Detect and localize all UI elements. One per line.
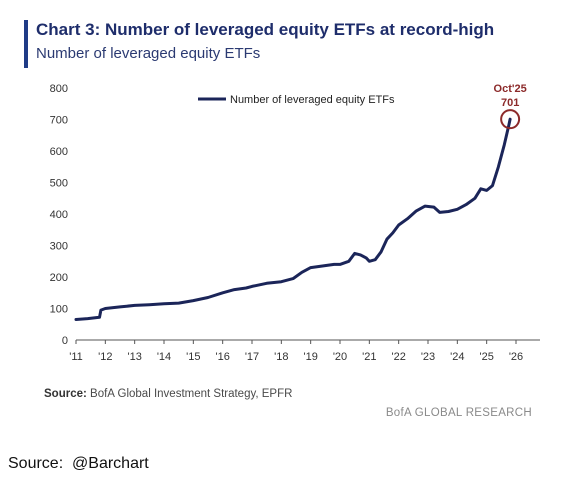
title-accent-bar <box>24 20 28 68</box>
source-label: Source: <box>44 388 87 400</box>
source-note: Source: BofA Global Investment Strategy,… <box>44 388 292 400</box>
outer-source-credit: Source: @Barchart <box>8 455 149 472</box>
x-tick-label-2020: '20 <box>333 351 347 363</box>
annotation-date-label: Oct'25 <box>494 83 527 95</box>
x-tick-label-2018: '18 <box>274 351 288 363</box>
x-tick-label-2025: '25 <box>479 351 493 363</box>
record-high-marker <box>500 109 521 130</box>
y-tick-label-800: 800 <box>50 83 68 95</box>
x-tick-label-2021: '21 <box>362 351 376 363</box>
y-tick-label-200: 200 <box>50 272 68 284</box>
y-tick-label-100: 100 <box>50 304 68 316</box>
y-tick-label-700: 700 <box>50 115 68 127</box>
series-line-leveraged-etfs <box>74 117 512 321</box>
x-tick-label-2017: '17 <box>245 351 259 363</box>
y-axis: 0 100 200 300 400 500 600 700 800 <box>50 83 68 347</box>
x-tick-label-2022: '22 <box>391 351 405 363</box>
record-high-annotation: Oct'25 701 <box>494 83 527 130</box>
x-tick-label-2013: '13 <box>127 351 141 363</box>
chart-card: Chart 3: Number of leveraged equity ETFs… <box>10 8 558 426</box>
x-tick-label-2016: '16 <box>215 351 229 363</box>
y-tick-label-600: 600 <box>50 146 68 158</box>
annotation-value-label: 701 <box>501 97 519 109</box>
chart-subtitle: Number of leveraged equity ETFs <box>36 45 261 62</box>
x-axis: '11 '12 '13 '14 '15 '16 '17 '18 '19 '20 '21 '22 '23 '… <box>69 339 540 363</box>
chart-title: Chart 3: Number of leveraged equity ETFs… <box>36 20 495 39</box>
y-tick-label-500: 500 <box>50 178 68 190</box>
source-text: BofA Global Investment Strategy, EPFR <box>86 388 293 400</box>
x-tick-label-2019: '19 <box>303 351 317 363</box>
x-tick-label-2015: '15 <box>186 351 200 363</box>
x-tick-label-2012: '12 <box>98 351 112 363</box>
y-tick-label-400: 400 <box>50 209 68 221</box>
x-tick-label-2026: '26 <box>509 351 523 363</box>
y-tick-label-300: 300 <box>50 241 68 253</box>
legend-label: Number of leveraged equity ETFs <box>230 94 395 106</box>
x-tick-label-2024: '24 <box>450 351 464 363</box>
x-tick-label-2011: '11 <box>69 351 83 363</box>
x-tick-label-2014: '14 <box>157 351 171 363</box>
y-tick-label-0: 0 <box>62 335 68 347</box>
x-tick-label-2023: '23 <box>421 351 435 363</box>
brand-footer: BofA GLOBAL RESEARCH <box>385 407 532 419</box>
chart-legend: Number of leveraged equity ETFs <box>198 94 395 106</box>
